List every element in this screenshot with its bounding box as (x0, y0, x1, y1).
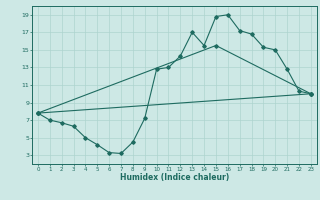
X-axis label: Humidex (Indice chaleur): Humidex (Indice chaleur) (120, 173, 229, 182)
